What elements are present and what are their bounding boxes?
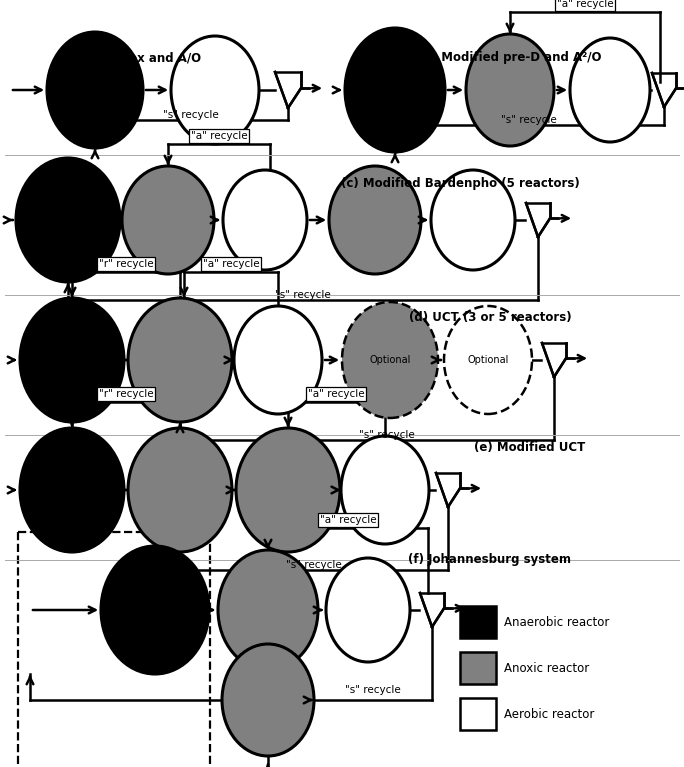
Ellipse shape (570, 38, 650, 142)
Text: Anoxic reactor: Anoxic reactor (504, 661, 589, 674)
Text: "r" recycle: "r" recycle (98, 259, 153, 269)
Ellipse shape (20, 428, 124, 552)
Bar (460, 652, 496, 684)
Ellipse shape (20, 298, 124, 422)
Ellipse shape (122, 166, 214, 274)
Ellipse shape (466, 34, 554, 146)
Text: "a" recycle: "a" recycle (319, 515, 376, 525)
Text: Optional: Optional (369, 355, 410, 365)
Bar (460, 698, 496, 730)
Bar (460, 606, 496, 638)
Ellipse shape (431, 170, 515, 270)
Text: "r" recycle: "r" recycle (98, 389, 153, 399)
Ellipse shape (326, 558, 410, 662)
Text: "a" recycle: "a" recycle (191, 131, 248, 141)
Text: "a" recycle: "a" recycle (557, 0, 614, 9)
Text: "s" recycle: "s" recycle (359, 430, 415, 440)
Ellipse shape (342, 302, 438, 418)
Text: (d) UCT (3 or 5 reactors): (d) UCT (3 or 5 reactors) (408, 311, 571, 324)
Ellipse shape (128, 298, 232, 422)
Text: Aerobic reactor: Aerobic reactor (504, 707, 594, 720)
Ellipse shape (218, 550, 318, 670)
Text: "s" recycle: "s" recycle (345, 685, 401, 695)
Text: Optional: Optional (467, 355, 509, 365)
Text: (f) Johannesburg system: (f) Johannesburg system (408, 554, 572, 567)
Ellipse shape (444, 306, 532, 414)
Text: "a" recycle: "a" recycle (202, 259, 259, 269)
Ellipse shape (128, 428, 232, 552)
Text: (c) Modified Bardenpho (5 reactors): (c) Modified Bardenpho (5 reactors) (341, 177, 579, 190)
Ellipse shape (223, 170, 307, 270)
Ellipse shape (171, 36, 259, 144)
Text: "s" recycle: "s" recycle (275, 290, 331, 300)
Text: "s" recycle: "s" recycle (163, 110, 219, 120)
Ellipse shape (341, 436, 429, 544)
Ellipse shape (234, 306, 322, 414)
Text: (b) Modified pre-D and A²/O: (b) Modified pre-D and A²/O (418, 51, 602, 64)
Ellipse shape (329, 166, 421, 274)
Text: "s" recycle: "s" recycle (286, 560, 342, 570)
Text: (a) Phoredox and A/O: (a) Phoredox and A/O (59, 51, 201, 64)
Ellipse shape (345, 28, 445, 152)
Text: Anaerobic reactor: Anaerobic reactor (504, 615, 609, 628)
Text: "a" recycle: "a" recycle (308, 389, 365, 399)
Ellipse shape (236, 428, 340, 552)
Ellipse shape (16, 158, 120, 282)
Text: (e) Modified UCT: (e) Modified UCT (475, 442, 586, 455)
Ellipse shape (222, 644, 314, 756)
Ellipse shape (47, 32, 143, 148)
Ellipse shape (101, 546, 209, 674)
Text: "s" recycle: "s" recycle (501, 115, 557, 125)
